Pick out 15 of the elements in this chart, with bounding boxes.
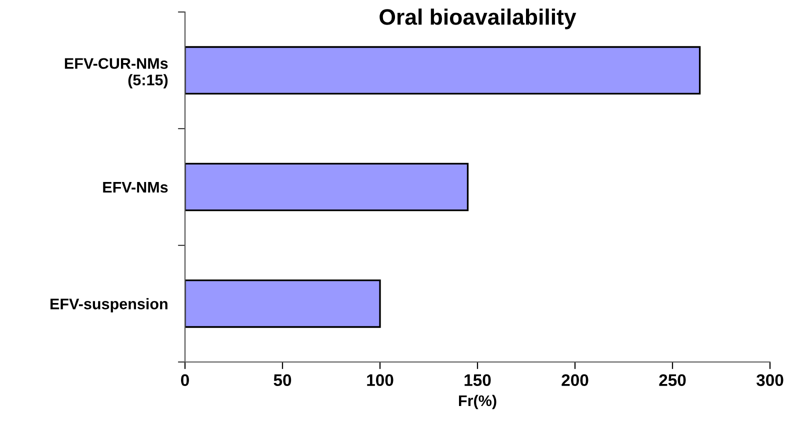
y-tick-label: EFV-CUR-NMs (5:15)	[64, 58, 168, 88]
bar	[185, 280, 381, 328]
bar	[185, 162, 469, 212]
x-axis-title: Fr(%)	[459, 394, 496, 410]
x-tick-label: 0	[181, 374, 189, 386]
x-tick-label: 250	[659, 374, 686, 386]
x-tick-label: 150	[464, 374, 491, 386]
bar	[185, 46, 701, 94]
x-tick-label: 200	[562, 374, 588, 386]
y-tick-label: EFV-suspension	[50, 298, 168, 312]
x-tick-label: 100	[367, 374, 394, 386]
chart-title: Oral bioavailability	[380, 8, 576, 30]
x-tick-label: 50	[274, 374, 292, 386]
y-tick-label: EFV-NMs	[103, 182, 168, 193]
x-tick-label: 300	[756, 374, 784, 386]
